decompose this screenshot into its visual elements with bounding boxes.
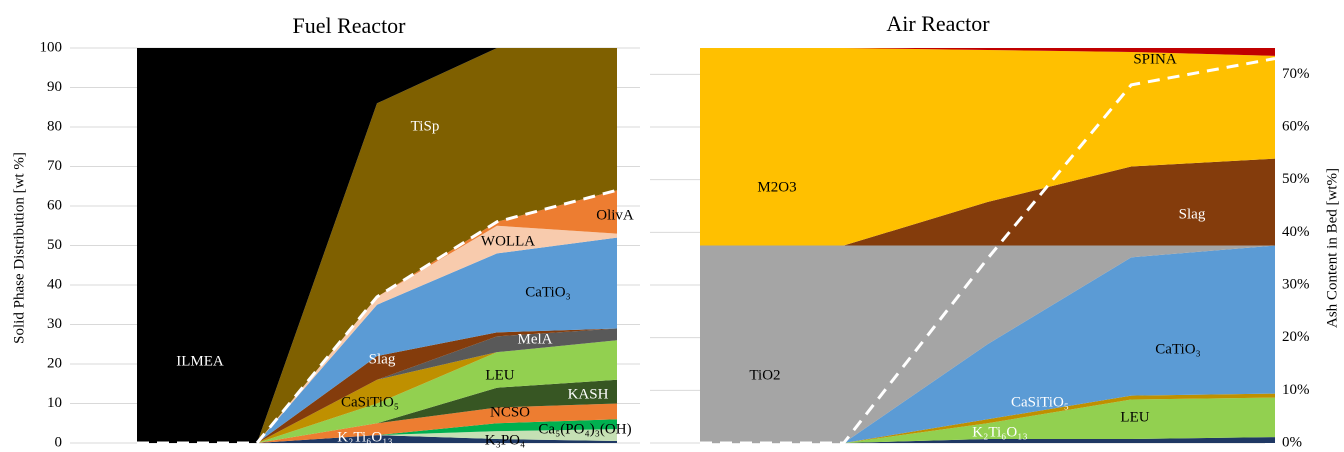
y-tick-label: 40 xyxy=(47,276,62,292)
y2-tick-label: 30% xyxy=(1282,276,1310,292)
area-label: ILMEA xyxy=(176,353,224,369)
area-label: CaSiTiO₅ xyxy=(341,394,399,410)
y2-tick-label: 60% xyxy=(1282,118,1310,134)
area-label: K₂Ti₆O₁₃ xyxy=(337,429,392,445)
area-label: Ca₅(PO₄)₃(OH) xyxy=(538,421,631,437)
area-label: CaTiO₃ xyxy=(1155,341,1201,357)
area xyxy=(137,435,617,443)
area xyxy=(137,340,617,443)
y-tick-label: 10 xyxy=(47,395,62,411)
area-label: TiO2 xyxy=(749,367,780,383)
area-label: KASH xyxy=(568,386,609,402)
area xyxy=(137,429,617,443)
area-label: TiSp xyxy=(411,118,440,134)
area-label: LEU xyxy=(1120,409,1149,425)
area-label: MelA xyxy=(518,331,553,347)
y2-tick-label: 20% xyxy=(1282,329,1310,345)
area-label: CaTiO₃ xyxy=(525,284,571,300)
y2-tick-label: 70% xyxy=(1282,66,1310,82)
area-label: WOLLA xyxy=(481,233,535,249)
chart-title: Air Reactor xyxy=(886,11,990,36)
area-label: LEU xyxy=(485,367,514,383)
line xyxy=(700,57,1276,445)
area-label: CaSiTiO₅ xyxy=(1011,394,1069,410)
y-tick-label: 60 xyxy=(47,197,62,213)
y-tick-label: 70 xyxy=(47,158,62,174)
y2-tick-label: 50% xyxy=(1282,171,1310,187)
area-label: Slag xyxy=(1179,206,1206,222)
area xyxy=(137,237,617,443)
y-tick-label: 0 xyxy=(55,434,63,450)
y-tick-label: 50 xyxy=(47,237,62,253)
area xyxy=(137,48,617,443)
y-axis-label: Solid Phase Distribution [wt %] xyxy=(11,152,27,344)
area xyxy=(700,48,1275,246)
area xyxy=(137,190,617,443)
area-label: SPINA xyxy=(1133,51,1177,67)
area xyxy=(137,328,617,443)
area xyxy=(700,397,1275,443)
area xyxy=(700,245,1275,443)
area-label: M2O3 xyxy=(757,179,796,195)
area-label: OlivA xyxy=(596,207,634,223)
y-tick-label: 80 xyxy=(47,118,62,134)
area-label: Slag xyxy=(369,351,396,367)
y-tick-label: 100 xyxy=(40,39,63,55)
area xyxy=(137,340,617,443)
area xyxy=(137,419,617,443)
y2-axis-label: Ash Content in Bed [wt%] xyxy=(1324,168,1340,328)
y2-tick-label: 0% xyxy=(1282,434,1302,450)
y-tick-label: 30 xyxy=(47,316,62,332)
y2-tick-label: 10% xyxy=(1282,382,1310,398)
line xyxy=(137,188,618,445)
area xyxy=(137,379,617,443)
y-tick-label: 20 xyxy=(47,355,62,371)
y2-tick-label: 40% xyxy=(1282,224,1310,240)
chart-title: Fuel Reactor xyxy=(292,13,406,38)
area-label: NCSO xyxy=(490,404,530,420)
area-label: K₃PO₄ xyxy=(485,432,525,448)
area xyxy=(700,437,1275,443)
y-tick-label: 90 xyxy=(47,79,62,95)
area xyxy=(700,48,1275,56)
area xyxy=(137,48,617,443)
area-label: K₂Ti₆O₁₃ xyxy=(972,424,1027,440)
